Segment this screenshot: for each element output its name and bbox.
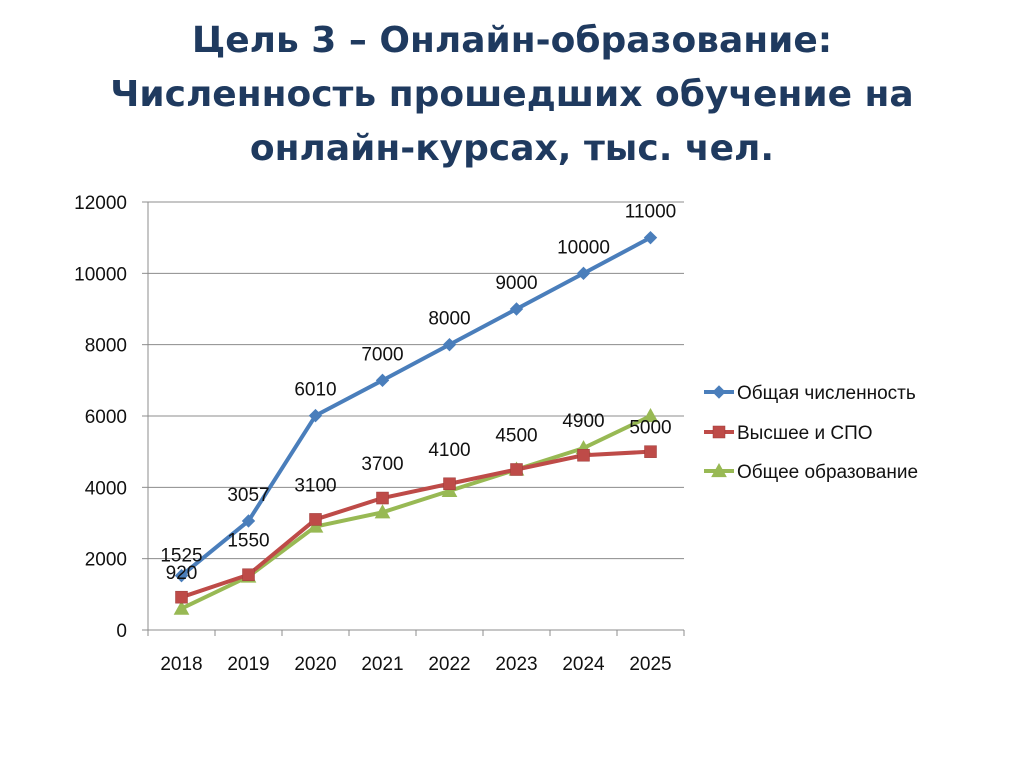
data-point-0-2: [308, 408, 323, 423]
series-2: [173, 407, 659, 615]
data-label-1-2: 3100: [294, 475, 336, 496]
axes: 0 2000 4000 6000 8000 10000 12000 2018 2019 2020 2…: [74, 193, 685, 675]
data-point-0-5: [509, 302, 524, 316]
data-label-0-4: 8000: [428, 309, 470, 330]
data-label-1-0: 920: [166, 563, 198, 584]
data-label-0-2: 6010: [294, 380, 336, 401]
y-tick-label-8000: 8000: [85, 336, 127, 357]
data-label-1-7: 5000: [629, 418, 671, 439]
data-point-2-2: [307, 518, 324, 533]
data-label-0-7: 11000: [625, 202, 676, 223]
x-tick-label-2024: 2024: [562, 654, 605, 675]
y-tick-label-12000: 12000: [74, 193, 127, 214]
series-1: [175, 445, 657, 604]
data-point-1-0: [175, 590, 188, 604]
title-line-2: Численность прошедших обучение на: [110, 74, 914, 115]
x-tick-label-2025: 2025: [629, 654, 671, 675]
data-point-1-6: [577, 448, 590, 462]
data-label-0-6: 10000: [557, 237, 610, 258]
data-point-2-4: [441, 482, 458, 497]
data-point-0-3: [375, 373, 390, 388]
data-point-1-5: [510, 463, 523, 476]
data-point-1-1: [242, 568, 255, 581]
title-line-3: онлайн-курсах, тыс. чел.: [249, 128, 775, 169]
x-tick-label-2018: 2018: [160, 654, 202, 675]
y-tick-label-2000: 2000: [85, 550, 127, 571]
legend-label-1: Высшее и СПО: [737, 423, 873, 444]
data-label-0-5: 9000: [495, 273, 537, 294]
data-point-0-4: [442, 337, 457, 352]
x-tick-label-2021: 2021: [361, 654, 403, 675]
legend-item-1: Высшее и СПО: [704, 423, 873, 444]
x-tick-label-2023: 2023: [495, 654, 537, 675]
data-point-2-0: [173, 600, 190, 615]
page-title: Цель 3 – Онлайн-образование: Численность…: [0, 14, 1024, 176]
title-line-1: Цель 3 – Онлайн-образование:: [191, 20, 833, 61]
data-point-0-6: [576, 266, 591, 281]
data-label-1-5: 4500: [495, 426, 537, 447]
y-tick-label-10000: 10000: [74, 264, 127, 285]
data-point-0-0: [174, 568, 189, 583]
legend-item-2: Общее образование: [704, 462, 918, 483]
series-line-0: [180, 235, 652, 578]
y-tick-label-4000: 4000: [85, 478, 127, 499]
y-tick-label-6000: 6000: [85, 407, 127, 428]
series-0: [174, 230, 658, 583]
legend-item-0: Общая численность: [704, 383, 916, 404]
data-point-2-7: [642, 407, 659, 423]
legend-label-2: Общее образование: [737, 462, 918, 483]
data-label-0-1: 3057: [227, 485, 269, 506]
legend: Общая численность Высшее и СПО Общее образ…: [704, 383, 918, 483]
series-line-1: [180, 449, 651, 600]
data-label-0-0: 1525: [160, 546, 202, 567]
legend-marker-2: [711, 462, 727, 478]
legend-marker-0: [712, 385, 726, 399]
data-point-2-3: [374, 504, 391, 519]
y-tick-label-0: 0: [116, 621, 127, 642]
legend-marker-1: [712, 425, 726, 439]
data-point-1-2: [309, 513, 322, 526]
x-tick-label-2019: 2019: [227, 654, 269, 675]
gridlines: [148, 201, 684, 560]
data-label-1-3: 3700: [361, 454, 403, 475]
legend-label-0: Общая численность: [737, 383, 916, 404]
data-labels: 1525 3057 6010 7000 8000 9000 10000 11000 920 155…: [160, 202, 676, 585]
data-label-1-6: 4900: [562, 411, 604, 432]
data-point-1-7: [644, 445, 657, 458]
data-point-0-7: [643, 230, 658, 245]
data-point-1-3: [376, 491, 389, 505]
data-label-1-4: 4100: [428, 440, 470, 461]
data-label-1-1: 1550: [227, 531, 269, 552]
x-tick-label-2022: 2022: [428, 654, 470, 675]
data-point-1-4: [443, 477, 456, 491]
x-tick-label-2020: 2020: [294, 654, 336, 675]
data-point-0-1: [241, 514, 256, 528]
series-line-2: [180, 414, 652, 611]
series-group: [173, 230, 659, 615]
data-label-0-3: 7000: [361, 344, 403, 365]
